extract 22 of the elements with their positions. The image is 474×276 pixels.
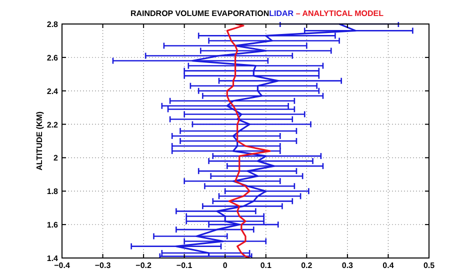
x-tick-label: 0.3 xyxy=(342,261,354,270)
y-axis-title: ALTITUDE (KM) xyxy=(35,111,44,170)
x-tick-label: −0.3 xyxy=(94,261,112,270)
text: – ANALYTICAL MODEL xyxy=(294,9,384,18)
chart-title: RAINDROP VOLUME EVAPORATION xyxy=(130,9,270,18)
x-tick-label: −0.4 xyxy=(54,261,70,270)
x-tick-label: −0.2 xyxy=(136,261,152,270)
x-tick-label: 0.1 xyxy=(260,261,272,270)
y-tick-label: 2 xyxy=(54,154,59,163)
y-tick-label: 1.8 xyxy=(46,187,59,196)
text: LIDAR xyxy=(269,9,294,18)
x-tick-label: 0 xyxy=(222,261,228,270)
x-tick-label: −0.1 xyxy=(176,261,193,270)
y-tick-label: 1.6 xyxy=(46,220,59,230)
y-tick-label: 2.4 xyxy=(46,86,59,96)
y-tick-label: 2.8 xyxy=(46,20,59,29)
y-tick-label: 2.6 xyxy=(46,53,59,62)
x-tick-label: 0.5 xyxy=(423,261,436,270)
y-tick-label: 1.4 xyxy=(46,254,59,263)
x-tick-label: 0.2 xyxy=(301,261,313,270)
x-tick-label: 0.4 xyxy=(382,261,394,270)
y-tick-label: 2.2 xyxy=(46,120,59,130)
